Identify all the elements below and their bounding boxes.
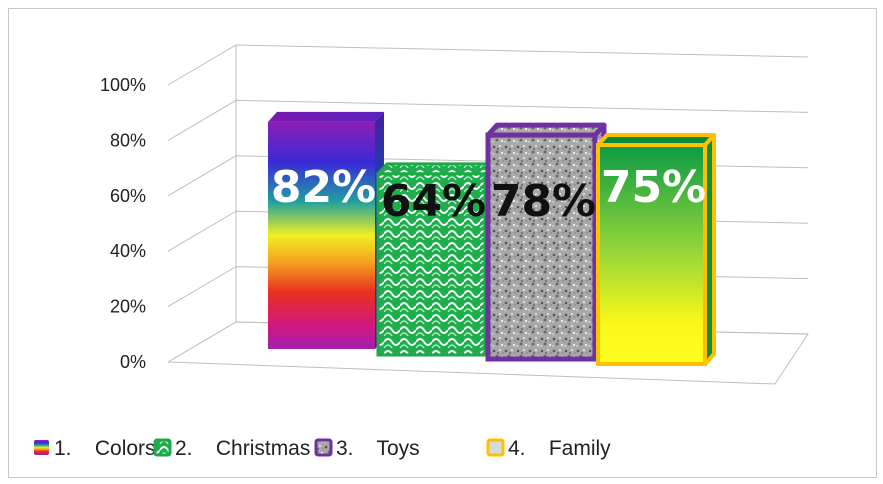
y-tick-label: 80%: [110, 130, 146, 150]
y-tick-label: 40%: [110, 241, 146, 261]
legend-entry-3: 3. Toys: [314, 437, 420, 460]
bar-3: [485, 122, 607, 362]
bar-top-face: [268, 111, 384, 122]
legend-swatch: [486, 438, 505, 457]
bar-front-face: [268, 121, 375, 349]
data-label: 75%: [601, 162, 706, 213]
gridline: [167, 44, 809, 86]
bar-front-face: [596, 143, 707, 366]
bar-front-face: [376, 172, 487, 357]
legend-swatch: [314, 438, 333, 457]
bar-1: [268, 111, 384, 349]
y-tick-label: 0%: [120, 352, 146, 372]
bar-4: [596, 133, 716, 366]
legend-swatch: [153, 438, 172, 457]
legend-entry-4: 4. Family: [486, 437, 611, 460]
y-tick-label: 100%: [100, 75, 146, 95]
legend-label: 3. Toys: [336, 437, 420, 460]
data-label: 64%: [381, 176, 486, 227]
chart-floor: [167, 321, 809, 385]
legend-entry-1: 1. Colors: [34, 437, 156, 460]
legend-entry-2: 2. Christmas: [153, 437, 310, 460]
y-tick-label: 60%: [110, 186, 146, 206]
data-label: 82%: [271, 162, 376, 213]
legend-swatch: [34, 440, 49, 455]
data-label: 78%: [491, 176, 596, 227]
legend-label: 1. Colors: [54, 437, 156, 460]
y-tick-label: 20%: [110, 297, 146, 317]
bar-front-face: [485, 132, 598, 362]
legend-label: 4. Family: [508, 437, 611, 460]
legend-label: 2. Christmas: [175, 437, 310, 460]
